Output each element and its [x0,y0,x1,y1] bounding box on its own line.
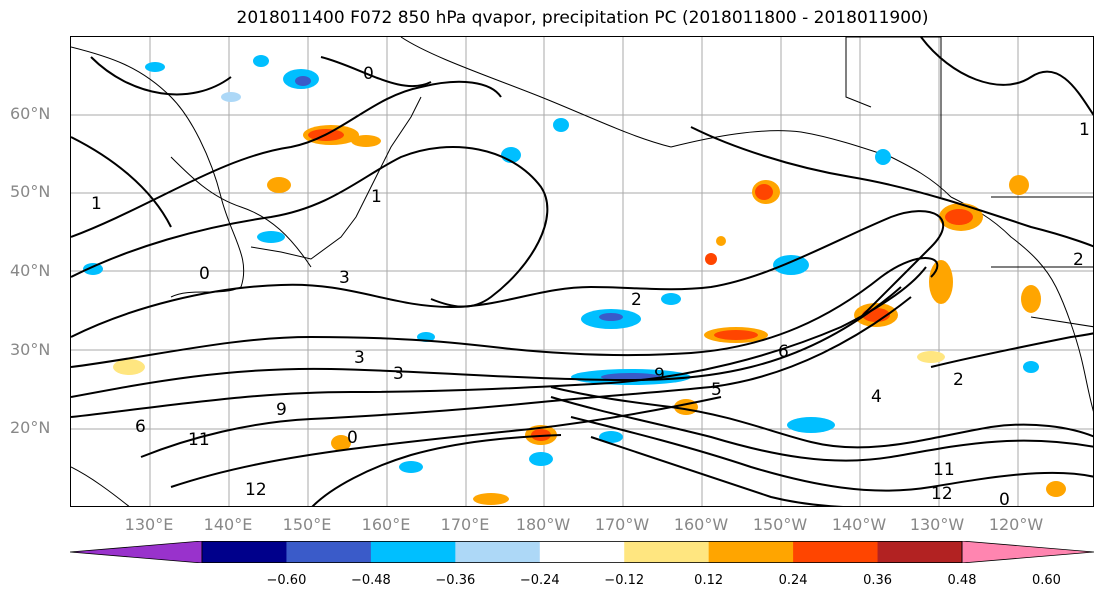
contour-label: 0 [999,490,1010,507]
colorbar-segment [539,541,625,563]
colorbar-segment [624,541,710,563]
contour-label: 2 [1073,250,1084,270]
longitude-label: 140°W [831,515,887,534]
colorbar-extend-low [70,541,203,563]
contour-labels: 0 0 1 1 2 3 3 3 6 9 11 12 0 2 4 6 9 11 1… [91,64,1090,507]
contour-label: 1 [1079,120,1090,140]
longitude-label: 130°W [909,515,965,534]
colorbar-tick-label: 0.60 [1031,573,1061,588]
longitude-label: 170°W [594,515,650,534]
colorbar-segment [793,541,879,563]
colorbar-extend-high [961,541,1094,563]
longitude-label: 150°E [282,515,332,534]
contour-label: 3 [393,364,404,384]
longitude-label: 180°W [515,515,571,534]
latitude-label: 50°N [10,182,51,201]
map-title: 2018011400 F072 850 hPa qvapor, precipit… [236,8,929,28]
colorbar-tick-label: −0.12 [604,573,645,588]
contour-label: 2 [631,290,642,310]
map-canvas: 0 0 1 1 2 3 3 3 6 9 11 12 0 2 4 6 9 11 1… [71,37,1093,507]
longitude-label: 130°E [124,515,174,534]
contour-label: 0 [363,64,374,84]
colorbar-frame [201,541,963,563]
colorbar [70,541,1094,563]
contour-label: 4 [871,387,882,407]
longitude-label: 120°W [988,515,1044,534]
contour-label: 3 [339,268,350,288]
latitude-label: 30°N [10,340,51,359]
latitude-label: 20°N [10,418,51,437]
contour-label: 6 [778,342,789,362]
longitude-label: 140°E [203,515,253,534]
colorbar-segments [70,541,1094,563]
colorbar-tick-label: −0.60 [266,573,307,588]
colorbar-tick-label: 0.12 [694,573,724,588]
colorbar-tick-label: −0.48 [350,573,391,588]
contour-label: 0 [347,428,358,448]
contour-label: 9 [654,365,665,385]
coastlines [71,37,1093,506]
colorbar-tick-label: −0.24 [519,573,560,588]
colorbar-tick-label: −0.36 [435,573,476,588]
colorbar-tick-label: 0.24 [778,573,808,588]
contour-label: 11 [188,430,210,450]
contour-label: 1 [91,194,102,214]
qvapor-contours [71,37,1093,506]
colorbar-segment [202,541,287,563]
colorbar-segment [877,541,963,563]
longitude-label: 170°E [440,515,490,534]
contour-label: 9 [276,400,287,420]
colorbar-tick-label: 0.36 [863,573,893,588]
contour-label: 0 [199,264,210,284]
contour-label: 5 [711,380,722,400]
longitude-label: 150°W [752,515,808,534]
contour-label: 3 [354,348,365,368]
colorbar-tick-label: 0.48 [947,573,977,588]
contour-label: 2 [953,370,964,390]
precip-anomaly-fills [83,55,1066,505]
contour-label: 11 [933,460,955,480]
contour-label: 1 [371,187,382,207]
contour-label: 12 [931,484,953,504]
colorbar-segment [370,541,456,563]
map-panel: 0 0 1 1 2 3 3 3 6 9 11 12 0 2 4 6 9 11 1… [70,36,1094,507]
longitude-label: 160°E [361,515,411,534]
latitude-label: 40°N [10,261,51,280]
colorbar-segment [708,541,794,563]
contour-label: 6 [135,417,146,437]
contour-label: 12 [245,480,267,500]
longitude-label: 160°W [673,515,729,534]
latitude-label: 60°N [10,104,51,123]
colorbar-segment [286,541,372,563]
colorbar-segment [455,541,541,563]
